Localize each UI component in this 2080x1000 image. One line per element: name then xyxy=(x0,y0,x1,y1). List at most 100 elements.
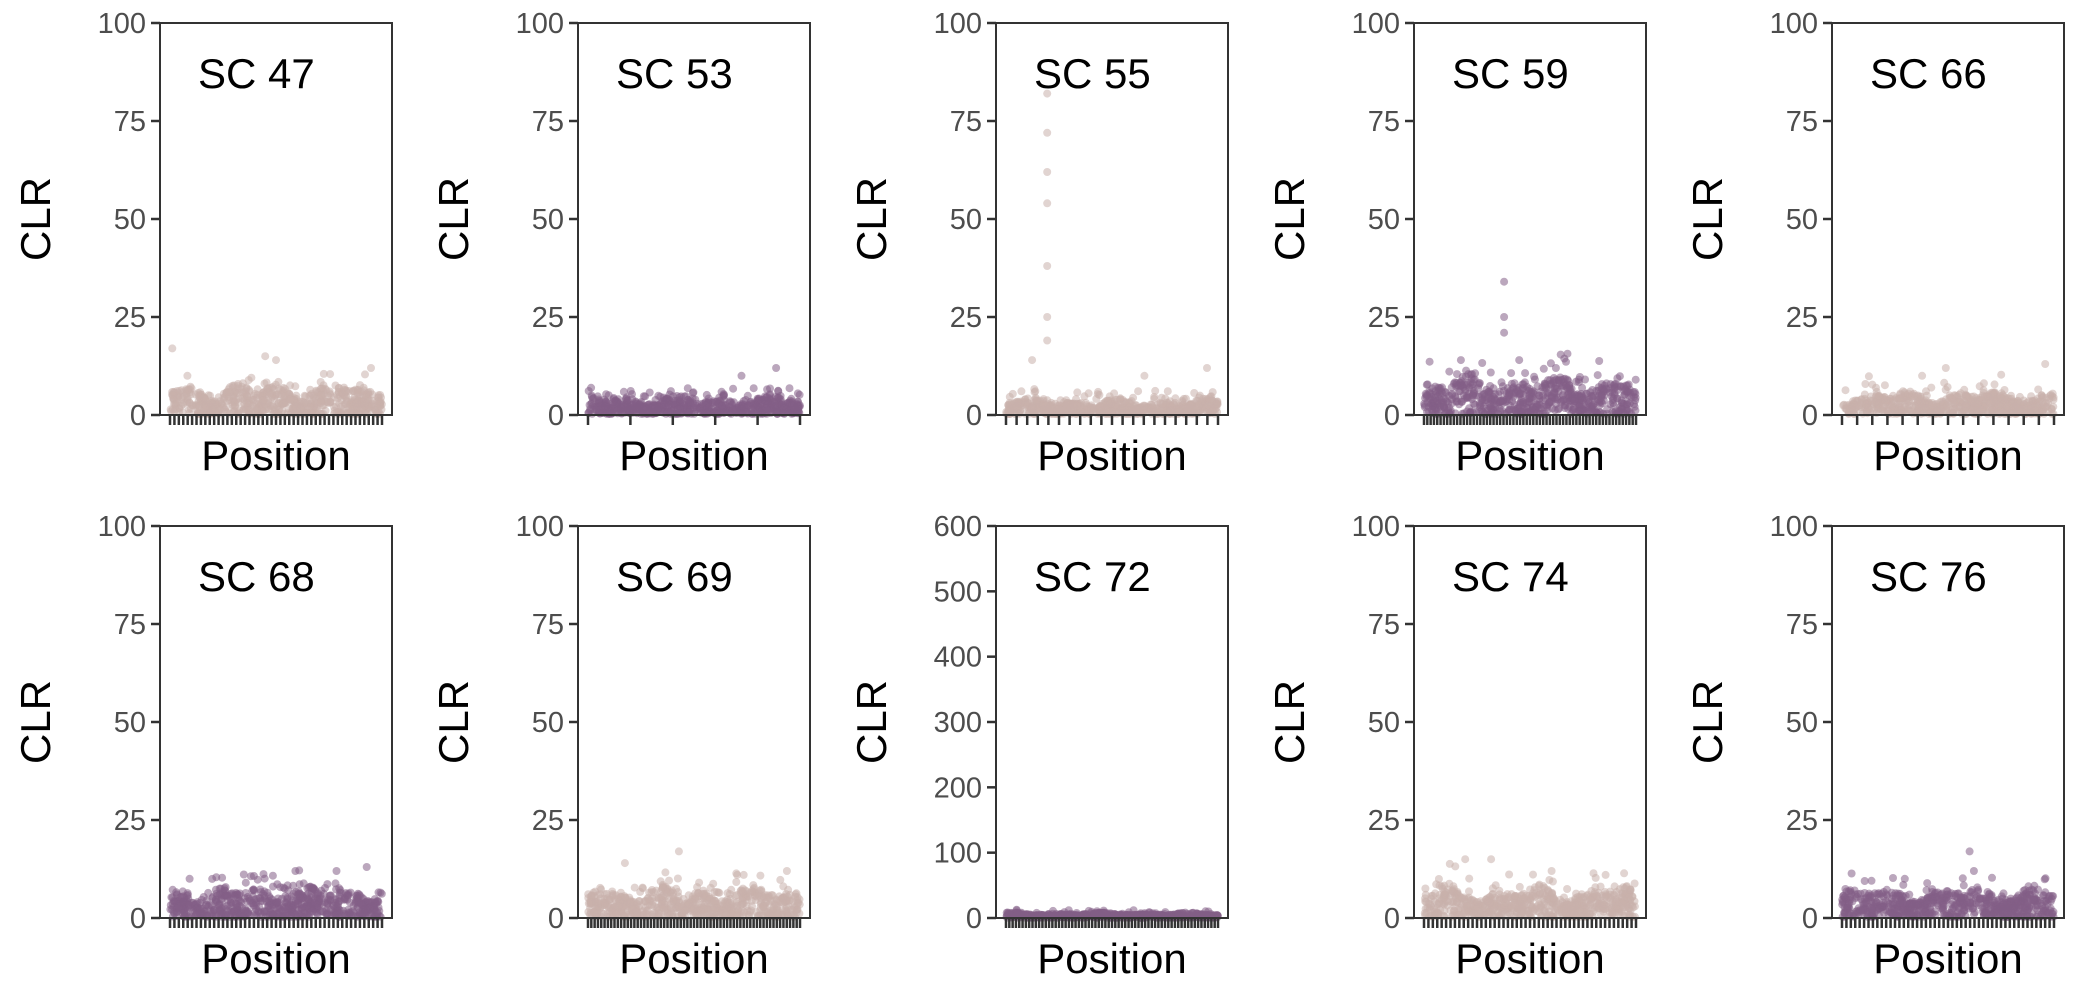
data-point xyxy=(629,407,637,416)
data-point xyxy=(332,867,341,875)
data-point xyxy=(2034,385,2043,394)
data-points xyxy=(166,863,386,921)
data-point xyxy=(623,396,632,405)
data-point xyxy=(1427,405,1436,414)
data-point xyxy=(323,398,332,406)
data-point xyxy=(286,395,295,404)
data-point xyxy=(1996,391,2005,400)
data-point xyxy=(584,908,593,916)
data-point xyxy=(168,344,177,353)
y-tick-label: 75 xyxy=(532,609,564,641)
data-point xyxy=(1205,394,1214,403)
data-point xyxy=(661,868,670,877)
data-point xyxy=(1183,404,1192,413)
data-point xyxy=(177,402,186,411)
data-point xyxy=(1148,403,1157,412)
data-point xyxy=(614,395,623,404)
data-point xyxy=(246,872,255,881)
data-point xyxy=(1043,336,1052,345)
data-point xyxy=(663,394,672,403)
data-point xyxy=(630,883,639,892)
data-point xyxy=(367,364,375,372)
data-point xyxy=(1494,390,1503,399)
data-point xyxy=(359,383,368,392)
data-point xyxy=(233,382,242,390)
data-point xyxy=(1206,403,1215,412)
y-tick-label: 0 xyxy=(966,400,982,432)
data-point xyxy=(757,885,766,894)
data-point xyxy=(174,902,183,911)
data-point xyxy=(639,392,648,401)
data-point xyxy=(1562,357,1570,366)
data-point xyxy=(1151,386,1160,395)
data-point xyxy=(1175,407,1184,416)
y-tick-label: 25 xyxy=(532,302,564,334)
data-point xyxy=(296,404,305,413)
data-point xyxy=(1528,403,1537,412)
data-point xyxy=(643,894,652,903)
data-point xyxy=(260,891,269,900)
data-point xyxy=(695,878,704,887)
data-point xyxy=(1030,388,1039,397)
data-point xyxy=(1974,396,1983,405)
data-point xyxy=(1509,405,1518,414)
data-point xyxy=(196,904,205,913)
data-point xyxy=(1087,403,1096,412)
data-point xyxy=(350,387,359,396)
y-tick-label: 0 xyxy=(548,400,564,432)
y-tick-label: 50 xyxy=(1786,204,1818,236)
data-point xyxy=(1546,359,1555,368)
data-point xyxy=(1577,403,1586,412)
data-point xyxy=(708,405,717,413)
data-point xyxy=(1076,402,1085,411)
data-point xyxy=(1578,396,1587,404)
data-point xyxy=(1585,395,1594,404)
data-point xyxy=(1484,393,1493,402)
data-point xyxy=(2003,403,2011,412)
data-point xyxy=(1563,390,1572,399)
data-point xyxy=(1563,349,1572,358)
data-point xyxy=(587,391,596,400)
data-point xyxy=(1546,376,1554,385)
data-point xyxy=(326,370,335,379)
data-point xyxy=(782,867,791,875)
data-point xyxy=(1841,386,1850,395)
data-point xyxy=(1470,375,1479,384)
data-point xyxy=(268,871,277,880)
data-point xyxy=(673,405,682,414)
y-tick-label: 75 xyxy=(1786,106,1818,138)
data-point xyxy=(1139,401,1148,410)
data-point xyxy=(1500,313,1509,321)
data-point xyxy=(783,892,792,901)
data-point xyxy=(1943,401,1952,410)
y-tick-label: 100 xyxy=(1352,8,1400,40)
data-point xyxy=(1959,397,1968,405)
data-point xyxy=(654,391,663,400)
data-point xyxy=(1069,402,1078,411)
data-point xyxy=(732,878,741,886)
data-point xyxy=(209,406,218,415)
data-point xyxy=(1533,382,1542,391)
data-point xyxy=(1017,387,1026,396)
data-point xyxy=(202,896,211,905)
data-point xyxy=(244,376,253,385)
data-point xyxy=(749,384,758,393)
data-point xyxy=(276,883,285,892)
data-point xyxy=(635,901,644,910)
data-point xyxy=(690,409,699,418)
x-axis-title: Position xyxy=(1873,432,2022,479)
data-point xyxy=(1423,380,1432,389)
data-point xyxy=(1208,388,1217,397)
data-point xyxy=(357,404,366,413)
data-point xyxy=(229,394,238,403)
data-point xyxy=(793,398,802,407)
data-point xyxy=(1178,398,1187,407)
data-point xyxy=(628,390,636,399)
data-point xyxy=(596,883,605,892)
data-point xyxy=(1484,387,1493,396)
data-point xyxy=(594,395,603,404)
data-point xyxy=(273,898,282,906)
